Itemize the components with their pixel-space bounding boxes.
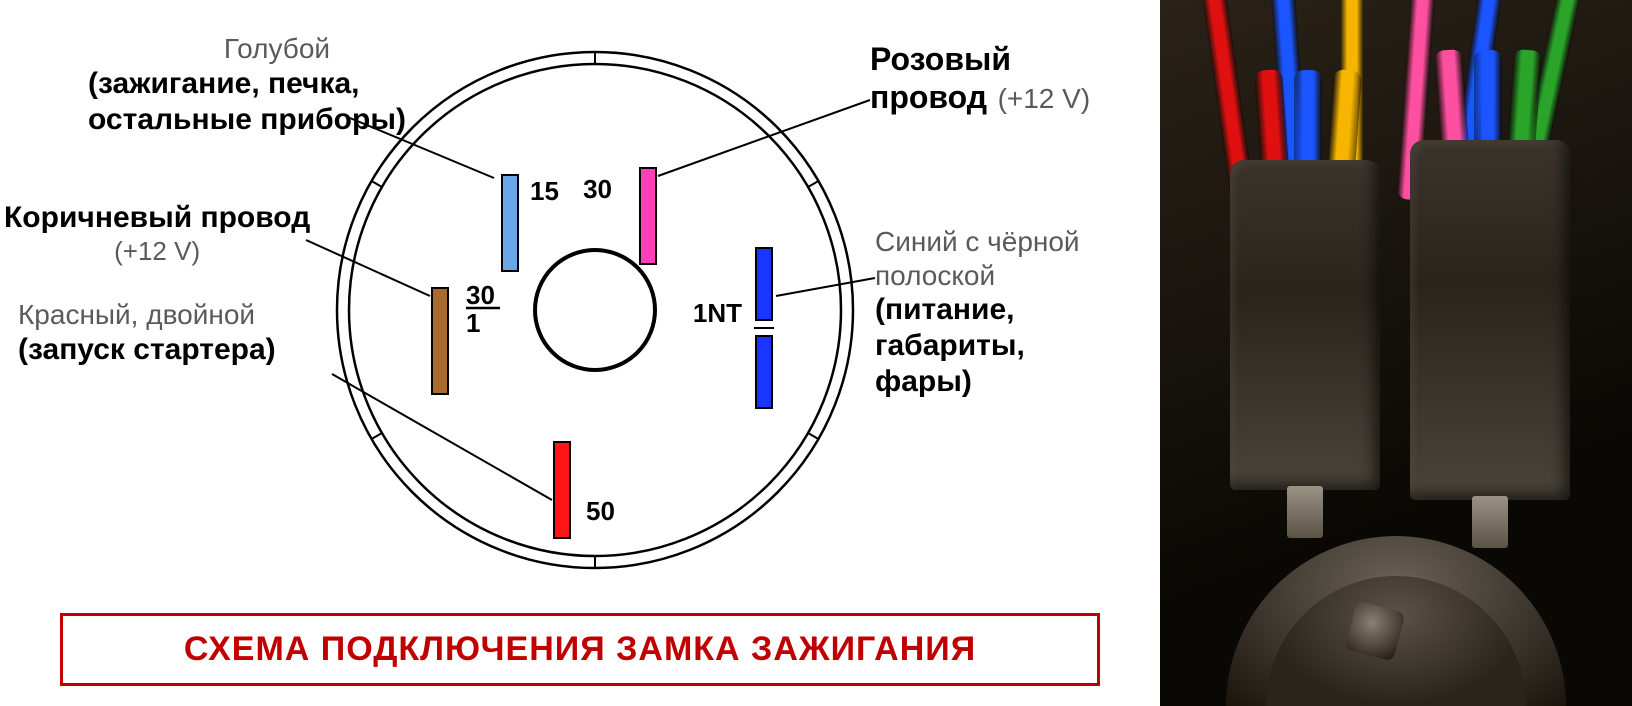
svg-text:1: 1 bbox=[466, 308, 480, 338]
pin-1nt bbox=[756, 248, 772, 320]
pin-15-label: 15 bbox=[530, 176, 559, 206]
title-box: СХЕМА ПОДКЛЮЧЕНИЯ ЗАМКА ЗАЖИГАНИЯ bbox=[60, 613, 1100, 686]
label-blue-line3: остальные приборы) bbox=[88, 102, 406, 138]
label-navy-line1: Синий с чёрной bbox=[875, 225, 1080, 259]
label-navy-line4: габариты, bbox=[875, 328, 1080, 364]
label-red-wire: Красный, двойной (запуск стартера) bbox=[18, 298, 276, 368]
photo-connector bbox=[1410, 140, 1570, 500]
label-navy-wire: Синий с чёрной полоской (питание, габари… bbox=[875, 225, 1080, 400]
diagram-title: СХЕМА ПОДКЛЮЧЕНИЯ ЗАМКА ЗАЖИГАНИЯ bbox=[184, 630, 976, 668]
photo-terminal-tab bbox=[1287, 486, 1323, 538]
pin-15 bbox=[502, 175, 518, 271]
label-red-line2: (запуск стартера) bbox=[18, 332, 276, 368]
photo-connector bbox=[1230, 160, 1380, 490]
photo-terminal-tab bbox=[1472, 496, 1508, 548]
label-blue-wire: Голубой (зажигание, печка, остальные при… bbox=[88, 32, 406, 138]
pin-50-label: 50 bbox=[586, 496, 615, 526]
label-pink-wire: Розовый провод (+12 V) bbox=[870, 40, 1090, 117]
label-blue-line2: (зажигание, печка, bbox=[88, 66, 406, 102]
pin-30-label: 30 bbox=[583, 174, 612, 204]
label-pink-line2: провод bbox=[870, 79, 987, 115]
label-blue-line1: Голубой bbox=[88, 32, 406, 66]
diagram-panel: 15303011NT50 Голубой (зажигание, печка, … bbox=[0, 0, 1160, 706]
pin-50 bbox=[554, 442, 570, 538]
pin-30-1-label: 30 bbox=[466, 280, 495, 310]
label-red-line1: Красный, двойной bbox=[18, 298, 276, 332]
label-brown-wire: Коричневый провод (+12 V) bbox=[4, 200, 310, 267]
label-navy-line3: (питание, bbox=[875, 292, 1080, 328]
label-navy-line2: полоской bbox=[875, 259, 1080, 293]
label-pink-line1: Розовый bbox=[870, 40, 1090, 78]
label-pink-suffix: (+12 V) bbox=[998, 83, 1091, 114]
pin-1nt-label: 1NT bbox=[693, 298, 742, 328]
label-navy-line5: фары) bbox=[875, 364, 1080, 400]
label-brown-line2: (+12 V) bbox=[4, 236, 310, 267]
label-brown-line1: Коричневый провод bbox=[4, 200, 310, 236]
pin-30-1 bbox=[432, 288, 448, 394]
photo-panel bbox=[1160, 0, 1632, 706]
pin-30 bbox=[640, 168, 656, 264]
